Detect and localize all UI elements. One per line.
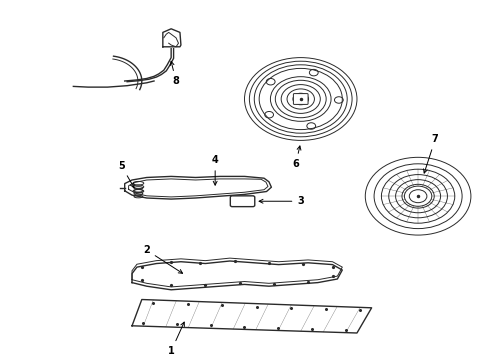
Text: 7: 7 [423,134,438,173]
Text: 4: 4 [211,155,218,185]
Text: 3: 3 [259,196,304,206]
Text: 1: 1 [167,322,184,356]
FancyBboxPatch shape [293,94,307,104]
Text: 2: 2 [143,245,182,273]
Text: 6: 6 [292,146,300,169]
Text: 8: 8 [170,61,179,86]
Text: 5: 5 [118,161,134,188]
FancyBboxPatch shape [230,196,254,207]
